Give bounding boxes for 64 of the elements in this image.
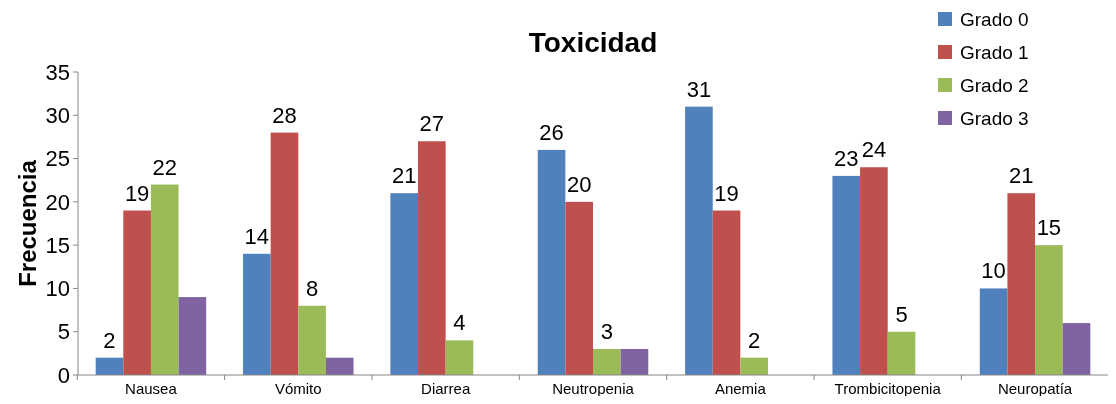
bar bbox=[150, 184, 179, 375]
data-label: 5 bbox=[895, 301, 908, 327]
data-label: 27 bbox=[419, 111, 445, 137]
bar bbox=[1007, 193, 1036, 375]
y-tick-label: 15 bbox=[45, 232, 70, 258]
y-tick-label: 20 bbox=[45, 189, 70, 215]
data-label: 26 bbox=[539, 119, 564, 145]
x-tick-label: Vómito bbox=[274, 380, 322, 397]
data-label: 14 bbox=[244, 223, 270, 249]
bar bbox=[740, 357, 768, 375]
data-label: 22 bbox=[152, 154, 177, 180]
bar bbox=[832, 175, 861, 375]
data-label: 20 bbox=[566, 171, 592, 197]
data-label: 21 bbox=[1009, 163, 1034, 189]
data-label: 19 bbox=[124, 180, 150, 206]
data-label: 4 bbox=[453, 310, 466, 336]
bar bbox=[445, 340, 474, 375]
data-label: 23 bbox=[834, 145, 859, 171]
bar bbox=[325, 357, 354, 375]
bar bbox=[685, 106, 713, 375]
data-label: 8 bbox=[305, 275, 319, 301]
legend-label: Grado 1 bbox=[960, 41, 1029, 63]
y-tick-label: 35 bbox=[45, 59, 70, 85]
legend-label: Grado 3 bbox=[960, 107, 1029, 129]
bar bbox=[860, 167, 888, 375]
bar bbox=[123, 210, 151, 375]
x-tick-label: Diarrea bbox=[421, 380, 471, 397]
data-label: 24 bbox=[861, 137, 887, 163]
bar bbox=[979, 288, 1008, 375]
data-label: 3 bbox=[600, 319, 613, 345]
bar bbox=[298, 305, 326, 375]
bar bbox=[95, 357, 124, 375]
bar bbox=[887, 331, 916, 375]
legend-label: Grado 0 bbox=[960, 8, 1029, 30]
bar bbox=[565, 201, 593, 375]
data-label: 15 bbox=[1036, 215, 1062, 241]
data-label: 2 bbox=[748, 327, 761, 353]
x-tick-label: Anemia bbox=[714, 380, 767, 397]
y-tick-label: 10 bbox=[45, 276, 70, 302]
bar bbox=[418, 141, 446, 375]
data-label: 2 bbox=[103, 327, 116, 353]
y-tick-label: 5 bbox=[57, 319, 70, 345]
bar bbox=[712, 210, 741, 375]
bar bbox=[390, 193, 419, 375]
y-tick-label: 0 bbox=[57, 362, 70, 388]
legend-label: Grado 2 bbox=[960, 74, 1029, 96]
data-label: 10 bbox=[981, 258, 1006, 284]
bar bbox=[593, 349, 621, 375]
data-label: 28 bbox=[272, 102, 297, 128]
chart-title: Toxicidad bbox=[528, 27, 658, 58]
bar bbox=[1062, 323, 1091, 375]
data-label: 19 bbox=[714, 180, 739, 206]
bar bbox=[270, 132, 299, 375]
x-tick-label: Nausea bbox=[125, 380, 178, 397]
bar bbox=[243, 253, 271, 375]
bar bbox=[537, 149, 566, 375]
y-tick-label: 30 bbox=[45, 102, 70, 128]
y-tick-label: 25 bbox=[45, 146, 70, 172]
bar bbox=[620, 349, 649, 375]
bar bbox=[1035, 245, 1063, 375]
y-axis-title: Frecuencia bbox=[14, 159, 41, 287]
data-label: 31 bbox=[686, 76, 712, 102]
data-label: 21 bbox=[391, 163, 417, 189]
bar bbox=[178, 297, 207, 375]
